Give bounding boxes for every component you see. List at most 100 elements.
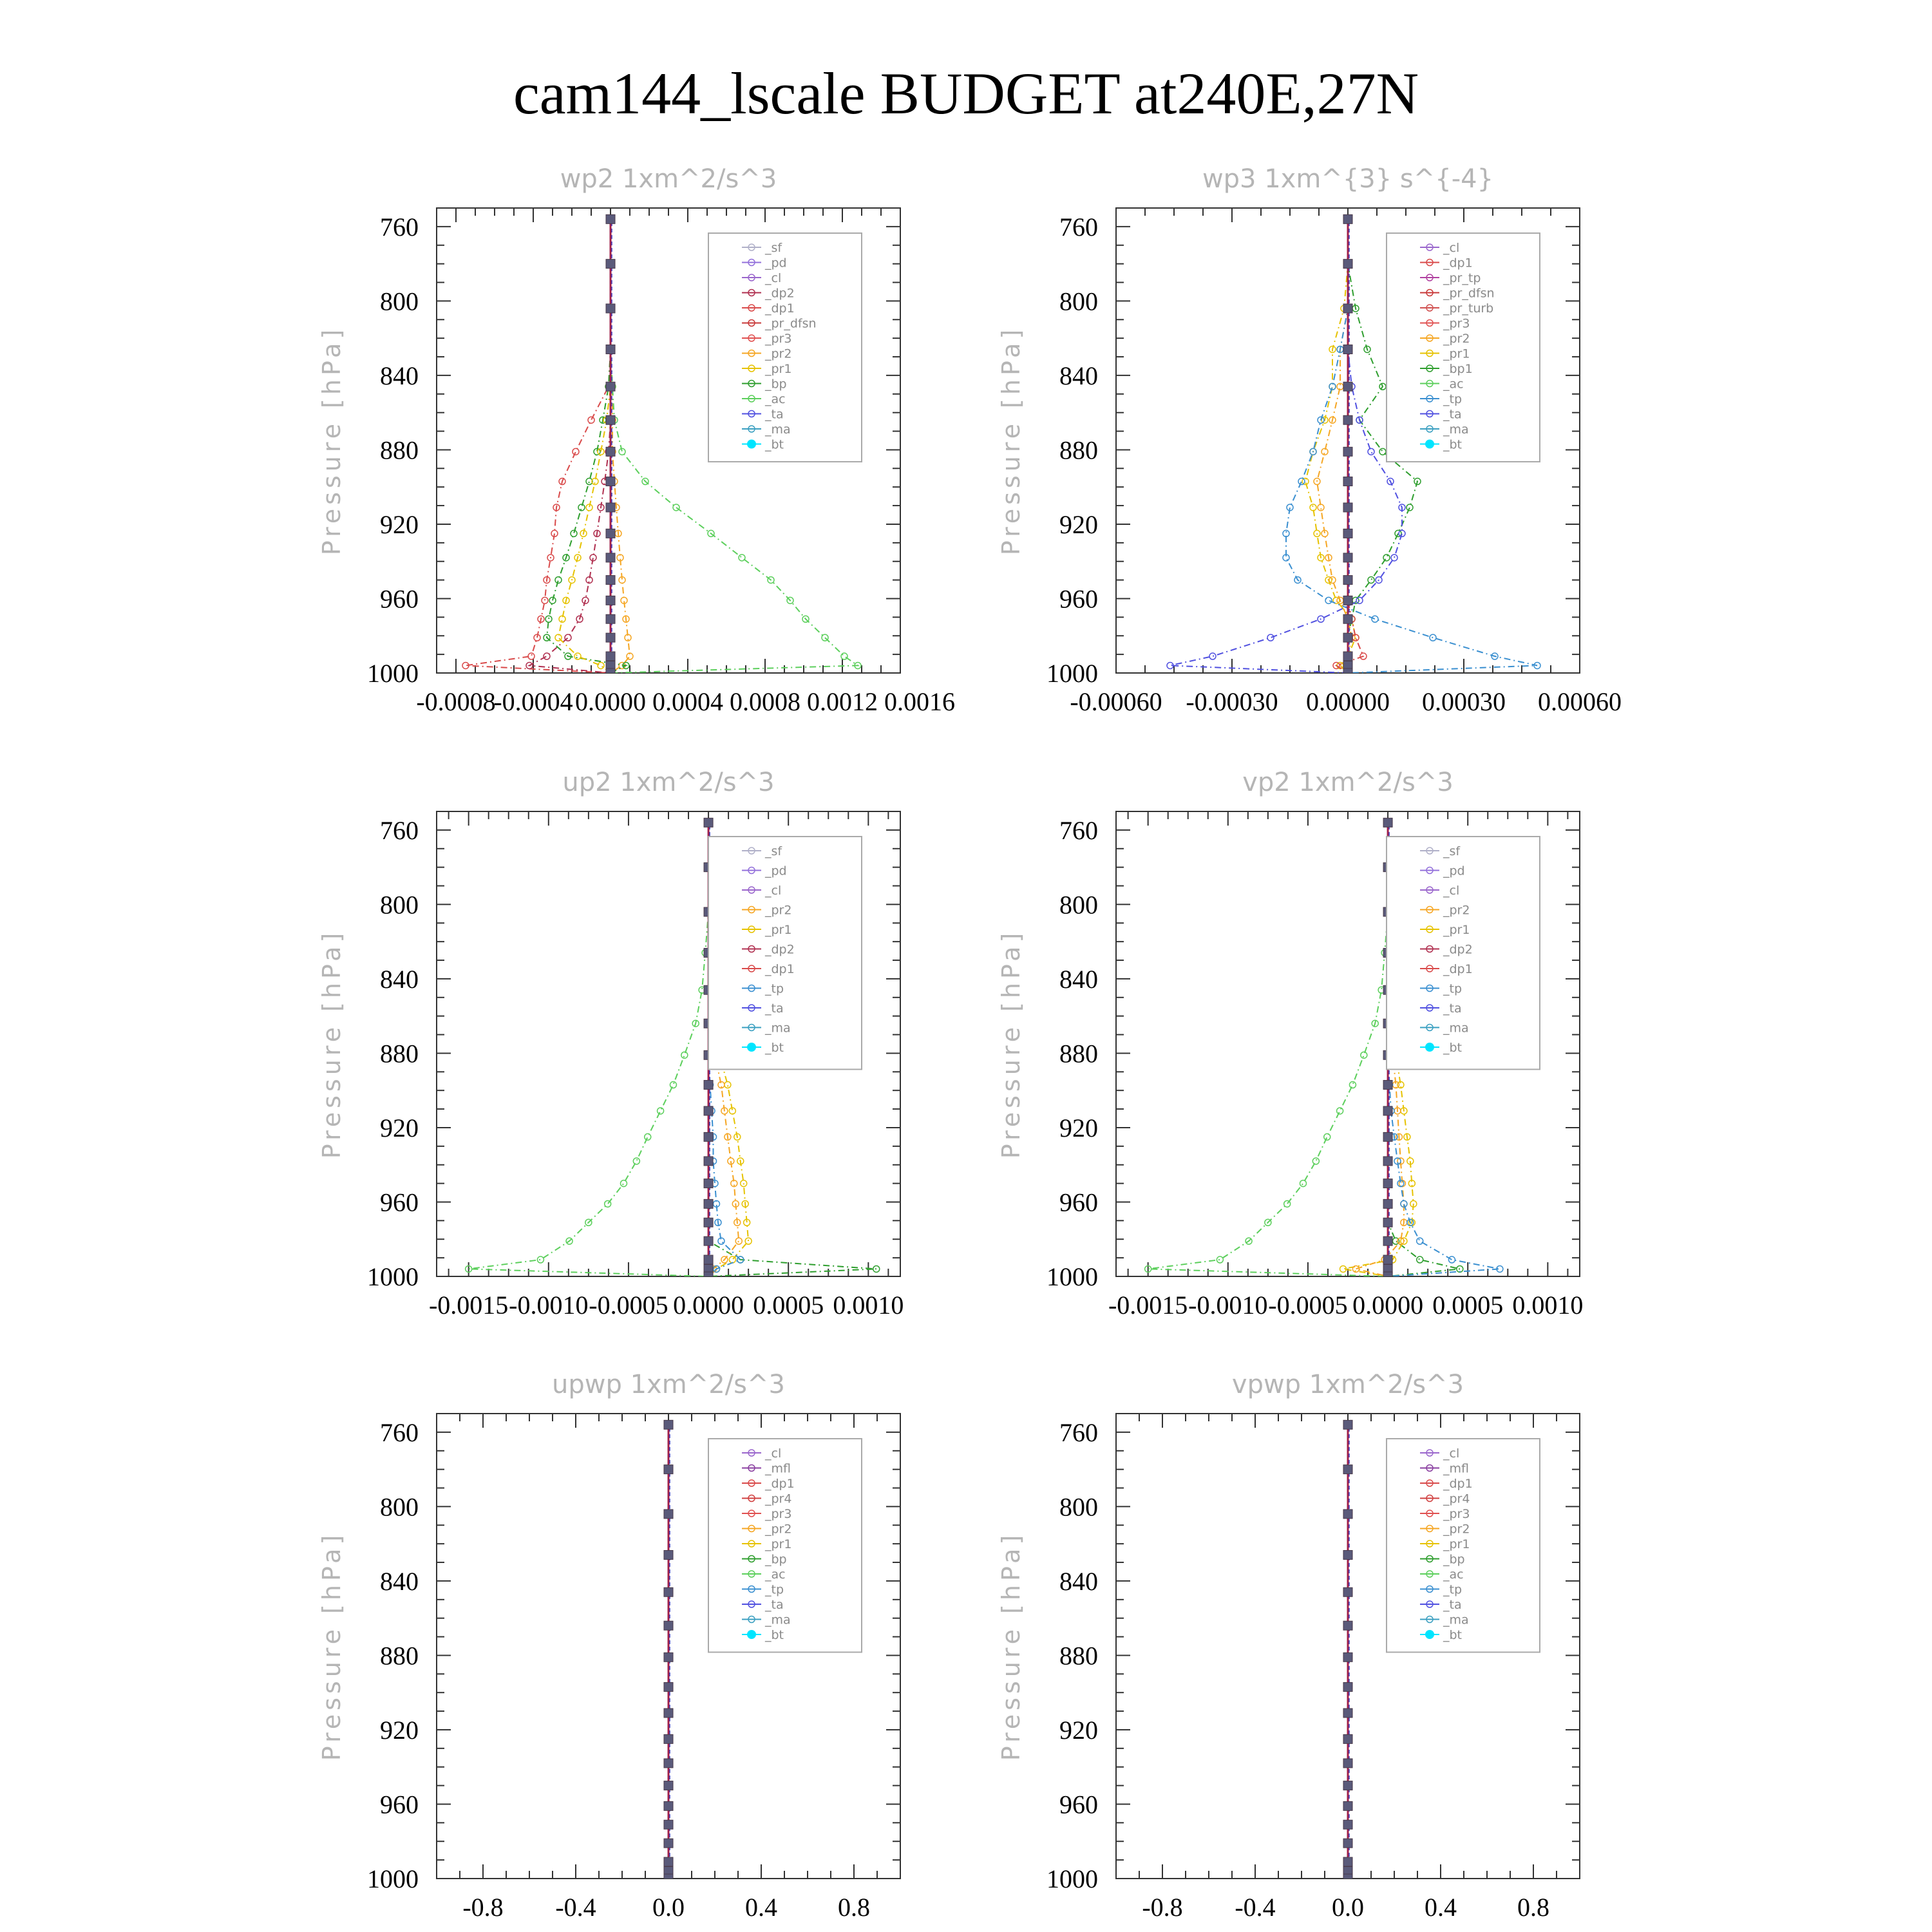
x-tick-label: 0.0010 bbox=[1512, 1291, 1583, 1320]
legend-entry: _bp1 bbox=[1443, 362, 1473, 376]
data-point-bp bbox=[618, 448, 626, 456]
zero-series-marker bbox=[703, 1255, 714, 1265]
legend-swatch-marker bbox=[748, 1494, 755, 1502]
data-point-pr2 bbox=[724, 1133, 732, 1141]
data-point-tp bbox=[1317, 416, 1325, 424]
legend-entry: _dp1 bbox=[1443, 1477, 1473, 1491]
legend-swatch-marker bbox=[1426, 243, 1434, 251]
legend-swatch-marker bbox=[748, 258, 755, 267]
data-point-dp1 bbox=[1216, 1256, 1224, 1264]
data-point-dp2 bbox=[589, 554, 597, 562]
zero-series-marker bbox=[1343, 632, 1353, 643]
data-point-pr3 bbox=[622, 615, 630, 623]
legend-entry: _ta bbox=[764, 408, 784, 422]
zero-series-marker bbox=[1383, 1255, 1393, 1265]
data-point-pr3 bbox=[624, 634, 632, 641]
y-axis-label: Pressure [hPa] bbox=[317, 326, 346, 556]
data-point-ta bbox=[1356, 416, 1363, 424]
zero-series-marker bbox=[605, 344, 616, 354]
x-tick-label: 0.0 bbox=[1332, 1893, 1364, 1922]
zero-series-marker bbox=[1343, 303, 1353, 314]
legend-swatch-marker bbox=[1426, 905, 1434, 914]
legend-entry: _bt bbox=[1443, 1041, 1462, 1055]
data-point-bp bbox=[821, 634, 829, 641]
y-tick-label: 800 bbox=[1059, 1492, 1098, 1521]
legend-entry: _pr2 bbox=[1443, 1522, 1470, 1537]
legend-entry: _cl bbox=[764, 271, 781, 285]
data-point-dp1 bbox=[565, 1237, 573, 1245]
legend-box bbox=[1386, 836, 1540, 1070]
data-point-pr1 bbox=[585, 477, 593, 486]
x-tick-label: -0.00030 bbox=[1186, 687, 1278, 716]
data-point-tp bbox=[1533, 661, 1541, 670]
zero-series-marker bbox=[605, 575, 616, 585]
legend-swatch-marker bbox=[1426, 274, 1434, 281]
data-point-pr2 bbox=[1395, 1133, 1403, 1141]
zero-series-marker bbox=[703, 1198, 714, 1209]
zero-series-marker bbox=[605, 651, 616, 661]
zero-series-marker bbox=[1343, 1708, 1353, 1718]
legend-swatch-marker bbox=[748, 304, 755, 312]
x-tick-label: -0.0010 bbox=[509, 1291, 588, 1320]
data-point-pr2 bbox=[721, 1256, 728, 1264]
zero-series-marker bbox=[1383, 1271, 1393, 1276]
data-point-pr2 bbox=[732, 1200, 740, 1208]
data-point-pr1 bbox=[1329, 345, 1336, 354]
data-point-dp1 bbox=[587, 416, 595, 424]
y-tick-label: 840 bbox=[1059, 361, 1098, 390]
zero-series-marker bbox=[663, 1819, 674, 1830]
legend-swatch-marker bbox=[1426, 945, 1434, 953]
series-group bbox=[462, 214, 862, 673]
data-point-bp1 bbox=[1394, 529, 1402, 538]
legend-entry: _ac bbox=[764, 1567, 786, 1582]
legend-swatch-marker bbox=[1426, 925, 1434, 933]
x-tick-label: -0.0005 bbox=[589, 1291, 668, 1320]
zero-series-marker bbox=[703, 817, 714, 828]
legend-swatch-marker bbox=[1426, 1540, 1434, 1548]
legend-entry: _pr3 bbox=[764, 332, 791, 346]
legend-swatch-marker bbox=[1426, 1004, 1434, 1012]
legend-swatch-marker bbox=[748, 847, 755, 855]
zero-series-marker bbox=[1343, 614, 1353, 624]
data-point-pr2 bbox=[1329, 416, 1336, 424]
zero-series-marker bbox=[605, 259, 616, 269]
legend-swatch-marker bbox=[748, 1023, 755, 1032]
data-point-pr2 bbox=[574, 652, 582, 660]
data-point-pr1 bbox=[578, 504, 585, 511]
data-point-bp bbox=[802, 615, 810, 623]
data-point-dp1 bbox=[543, 576, 551, 584]
legend-entry: _tp bbox=[764, 982, 784, 996]
legend-entry: _pr4 bbox=[764, 1492, 791, 1506]
data-point-tp bbox=[736, 1256, 744, 1264]
data-point-dp2 bbox=[597, 504, 605, 511]
data-point-dp1 bbox=[1144, 1265, 1152, 1273]
legend-entry: _pr_tp bbox=[1443, 271, 1481, 285]
legend-entry: _bp bbox=[764, 377, 787, 392]
x-tick-label: 0.00000 bbox=[1306, 687, 1390, 716]
panel-title: vpwp 1xm^2/s^3 bbox=[1232, 1370, 1464, 1399]
zero-series-marker bbox=[1343, 1758, 1353, 1768]
x-tick-label: 0.0005 bbox=[1432, 1291, 1503, 1320]
x-tick-label: -0.00060 bbox=[1070, 687, 1162, 716]
data-point-dp2 bbox=[582, 596, 589, 605]
legend-entry: _pr2 bbox=[1443, 904, 1470, 918]
panel-3: up2 1xm^2/s^3 Pressure [hPa] 760 800 840 880 9… bbox=[317, 768, 904, 1320]
data-point-pr2 bbox=[734, 1218, 741, 1226]
legend-swatch-marker bbox=[748, 425, 755, 433]
zero-series-marker bbox=[1343, 1838, 1353, 1848]
legend-swatch-marker bbox=[1426, 1585, 1434, 1593]
legend-swatch-marker bbox=[1426, 289, 1434, 297]
legend-entry: _sf bbox=[764, 241, 782, 255]
data-point-pr1 bbox=[1302, 477, 1309, 486]
data-point-tp bbox=[1400, 1200, 1408, 1208]
data-point-dp1 bbox=[541, 596, 549, 605]
data-point-dp1 bbox=[536, 1256, 545, 1264]
legend-swatch-marker bbox=[748, 905, 755, 914]
zero-series-marker bbox=[605, 502, 616, 513]
legend-entry: _dp2 bbox=[1443, 943, 1473, 957]
legend-entry: _dp2 bbox=[764, 943, 795, 957]
data-point-dp2 bbox=[576, 615, 583, 623]
zero-series-marker bbox=[1343, 575, 1353, 585]
data-point-pr2 bbox=[597, 661, 605, 670]
data-point-pr1 bbox=[564, 652, 572, 660]
